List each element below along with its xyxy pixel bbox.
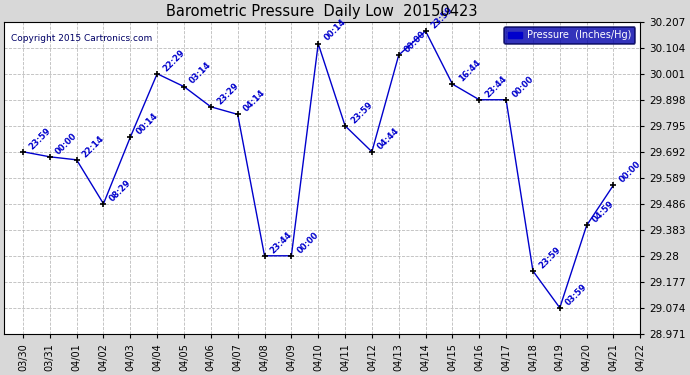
Text: 00:00: 00:00	[295, 230, 321, 255]
Text: 00:00: 00:00	[54, 131, 79, 156]
Text: 04:59: 04:59	[591, 200, 616, 225]
Text: 00:14: 00:14	[322, 18, 348, 43]
Title: Barometric Pressure  Daily Low  20150423: Barometric Pressure Daily Low 20150423	[166, 4, 478, 19]
Text: 23:59: 23:59	[430, 5, 455, 30]
Text: 03:14: 03:14	[188, 61, 213, 86]
Text: 23:59: 23:59	[27, 126, 52, 151]
Text: 22:29: 22:29	[161, 48, 186, 73]
Text: 00:14: 00:14	[135, 111, 159, 136]
Text: 00:00: 00:00	[618, 159, 642, 184]
Text: 00:00: 00:00	[403, 29, 428, 54]
Text: 00:00: 00:00	[511, 74, 535, 99]
Text: 23:44: 23:44	[268, 230, 294, 255]
Text: 04:44: 04:44	[376, 126, 402, 151]
Text: 04:14: 04:14	[242, 88, 267, 114]
Text: 22:14: 22:14	[81, 134, 106, 159]
Text: 08:29: 08:29	[108, 178, 132, 203]
Text: Copyright 2015 Cartronics.com: Copyright 2015 Cartronics.com	[10, 34, 152, 43]
Text: 03:59: 03:59	[564, 282, 589, 307]
Text: 23:44: 23:44	[484, 74, 509, 99]
Text: 23:59: 23:59	[537, 245, 562, 270]
Text: 23:29: 23:29	[215, 81, 240, 106]
Legend: Pressure  (Inches/Hg): Pressure (Inches/Hg)	[504, 27, 635, 44]
Text: 23:59: 23:59	[349, 100, 375, 125]
Text: 16:44: 16:44	[457, 58, 482, 83]
